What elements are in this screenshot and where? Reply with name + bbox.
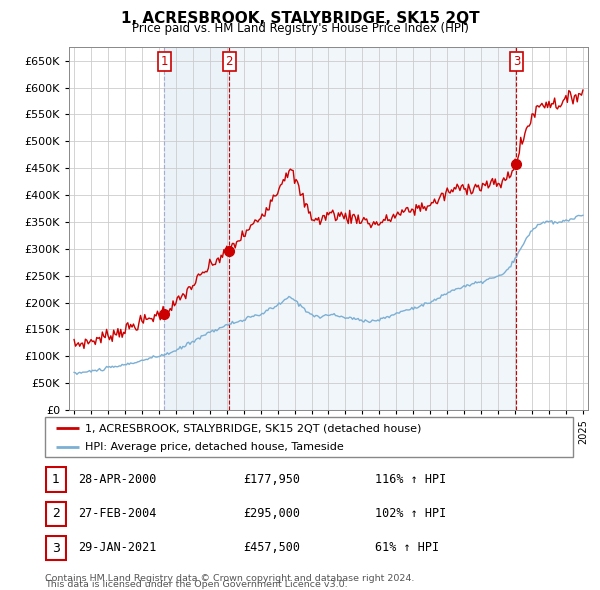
FancyBboxPatch shape: [45, 417, 573, 457]
Text: 3: 3: [513, 55, 520, 68]
Text: 29-JAN-2021: 29-JAN-2021: [78, 541, 157, 554]
Text: 27-FEB-2004: 27-FEB-2004: [78, 507, 157, 520]
FancyBboxPatch shape: [46, 467, 65, 492]
Text: 28-APR-2000: 28-APR-2000: [78, 473, 157, 486]
Text: 3: 3: [52, 542, 60, 555]
Text: Price paid vs. HM Land Registry's House Price Index (HPI): Price paid vs. HM Land Registry's House …: [131, 22, 469, 35]
Text: 1: 1: [52, 473, 60, 486]
Text: 2: 2: [52, 507, 60, 520]
Text: 61% ↑ HPI: 61% ↑ HPI: [375, 541, 439, 554]
Text: Contains HM Land Registry data © Crown copyright and database right 2024.: Contains HM Land Registry data © Crown c…: [45, 574, 415, 583]
Text: 1, ACRESBROOK, STALYBRIDGE, SK15 2QT: 1, ACRESBROOK, STALYBRIDGE, SK15 2QT: [121, 11, 479, 25]
Text: £177,950: £177,950: [243, 473, 300, 486]
Text: 116% ↑ HPI: 116% ↑ HPI: [375, 473, 446, 486]
Text: £295,000: £295,000: [243, 507, 300, 520]
Bar: [229, 47, 517, 410]
Text: This data is licensed under the Open Government Licence v3.0.: This data is licensed under the Open Gov…: [45, 581, 347, 589]
Text: 1, ACRESBROOK, STALYBRIDGE, SK15 2QT (detached house): 1, ACRESBROOK, STALYBRIDGE, SK15 2QT (de…: [85, 424, 421, 434]
FancyBboxPatch shape: [46, 536, 65, 560]
FancyBboxPatch shape: [46, 502, 65, 526]
Text: 102% ↑ HPI: 102% ↑ HPI: [375, 507, 446, 520]
Text: HPI: Average price, detached house, Tameside: HPI: Average price, detached house, Tame…: [85, 442, 343, 452]
Text: £457,500: £457,500: [243, 541, 300, 554]
Text: 2: 2: [226, 55, 233, 68]
Text: 1: 1: [161, 55, 168, 68]
Bar: [164, 47, 229, 410]
